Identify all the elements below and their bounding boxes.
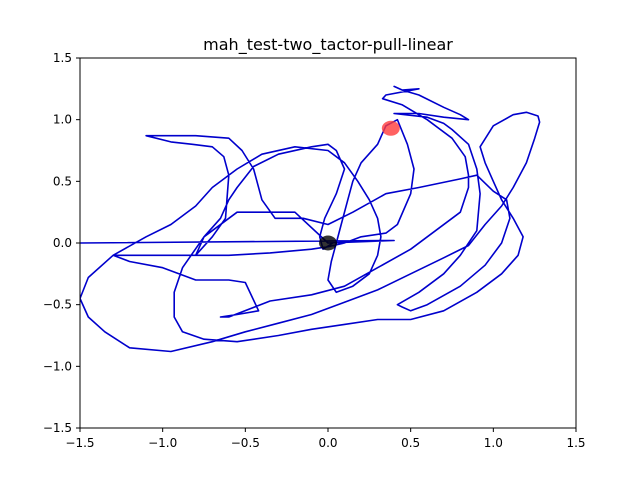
- y-axis: −1.5 −1.0 −0.5 0.0 0.5 1.0 1.5: [43, 51, 80, 435]
- y-tick-label: −1.0: [43, 359, 72, 373]
- y-tick-label: −1.5: [43, 421, 72, 435]
- y-tick-label: 1.5: [53, 51, 72, 65]
- marker-0: [319, 235, 337, 251]
- y-tick-label: 0.5: [53, 174, 72, 188]
- x-tick-label: 1.0: [484, 436, 503, 450]
- chart-title: mah_test-two_tactor-pull-linear: [203, 35, 453, 55]
- x-tick-label: 0.5: [401, 436, 420, 450]
- x-axis: −1.5 −1.0 −0.5 0.0 0.5 1.0 1.5: [65, 428, 586, 450]
- plot-area: [80, 85, 541, 353]
- y-tick-label: 1.0: [53, 113, 72, 127]
- series-line-0: [80, 85, 541, 353]
- x-tick-label: −1.5: [65, 436, 94, 450]
- x-tick-label: −0.5: [231, 436, 260, 450]
- x-tick-label: −1.0: [148, 436, 177, 450]
- markers: [319, 120, 400, 251]
- x-tick-label: 0.0: [318, 436, 337, 450]
- y-tick-label: 0.0: [53, 236, 72, 250]
- y-tick-label: −0.5: [43, 298, 72, 312]
- x-tick-label: 1.5: [566, 436, 585, 450]
- marker-1: [381, 120, 400, 136]
